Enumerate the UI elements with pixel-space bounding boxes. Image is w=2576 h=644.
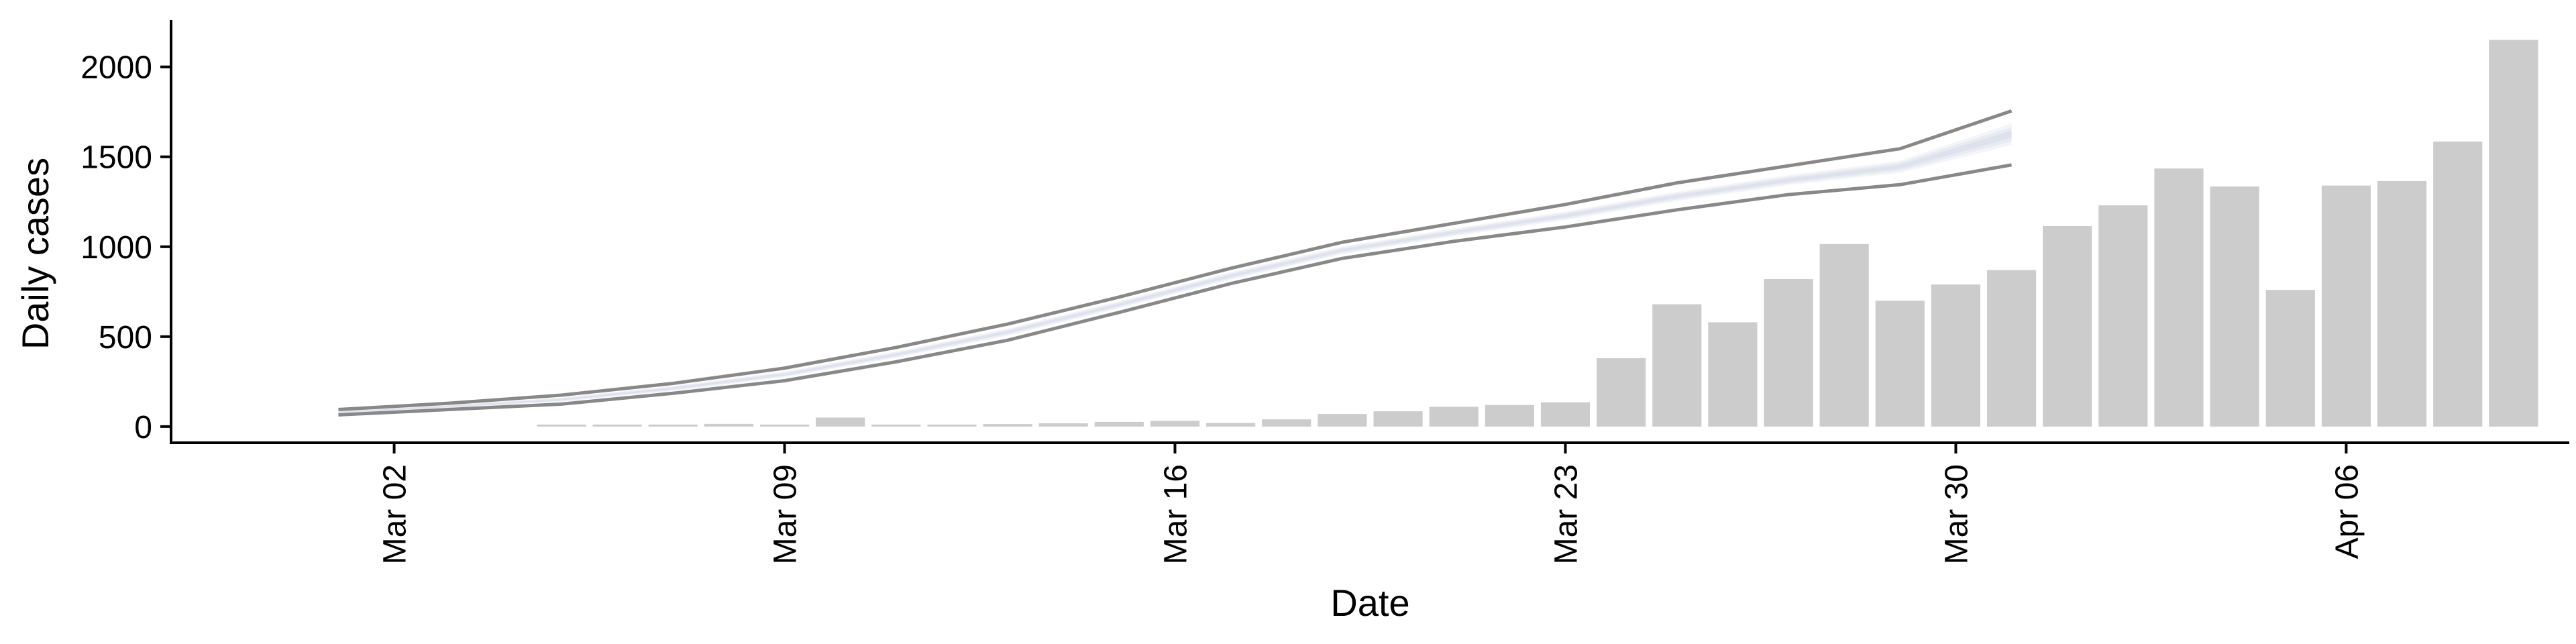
bar (592, 424, 642, 427)
y-tick-label: 2000 (80, 50, 152, 86)
x-tick-label: Mar 30 (1939, 464, 1974, 564)
bar (1094, 421, 1144, 427)
x-ticks-layer: Mar 02 Mar 09 Mar 16 Mar 23 Mar 30 Apr 06 (378, 443, 2365, 564)
bar (1038, 423, 1088, 427)
bar (2489, 40, 2538, 427)
bar (537, 424, 586, 427)
bar (1485, 405, 1534, 427)
lower-bound-line (338, 163, 2012, 417)
bar (1819, 244, 1869, 427)
bar (2098, 205, 2148, 427)
bar (871, 424, 921, 427)
bar (2433, 141, 2483, 427)
bar (2265, 290, 2315, 427)
bar (816, 417, 865, 427)
bar (2043, 225, 2092, 427)
bar (1987, 270, 2037, 427)
bar (2377, 180, 2427, 427)
confidence-band-inner (338, 130, 2012, 413)
bars-layer (537, 40, 2538, 427)
bar (983, 424, 1032, 427)
upper-bound-line (338, 109, 2012, 411)
bar (1652, 304, 1702, 427)
bar (1875, 301, 1925, 427)
y-axis-title: Daily cases (14, 158, 56, 350)
bar (2154, 168, 2204, 427)
bar (1597, 358, 1646, 427)
axes-layer (170, 20, 2569, 444)
bar (1764, 279, 1813, 427)
bar (648, 424, 698, 427)
y-ticks-layer: 0 500 1000 1500 2000 (80, 50, 171, 445)
bar (2321, 185, 2371, 427)
x-axis-title: Date (1330, 582, 1409, 624)
bar (1373, 411, 1423, 427)
bar (704, 423, 753, 427)
x-tick-label: Mar 23 (1548, 464, 1584, 564)
bar (1262, 419, 1311, 427)
y-tick-label: 1500 (80, 140, 152, 176)
x-tick-label: Apr 06 (2329, 464, 2365, 559)
x-tick-label: Mar 09 (768, 464, 804, 564)
bar (1708, 322, 1758, 427)
bar (1150, 421, 1200, 427)
y-tick-label: 1000 (80, 230, 152, 266)
bar (927, 424, 977, 427)
series-lines-layer (338, 109, 2012, 417)
confidence-band-outer (338, 123, 2012, 415)
bar (1429, 407, 1479, 427)
x-tick-label: Mar 16 (1159, 464, 1194, 564)
bar (1318, 414, 1367, 427)
y-tick-label: 0 (134, 410, 152, 445)
bar (1206, 423, 1256, 427)
confidence-band-layer (338, 123, 2012, 415)
y-tick-label: 500 (99, 320, 152, 356)
bar (1540, 402, 1591, 427)
bar (759, 424, 810, 427)
bar (1931, 284, 1981, 427)
bar (2210, 186, 2259, 427)
x-tick-label: Mar 02 (378, 464, 413, 564)
